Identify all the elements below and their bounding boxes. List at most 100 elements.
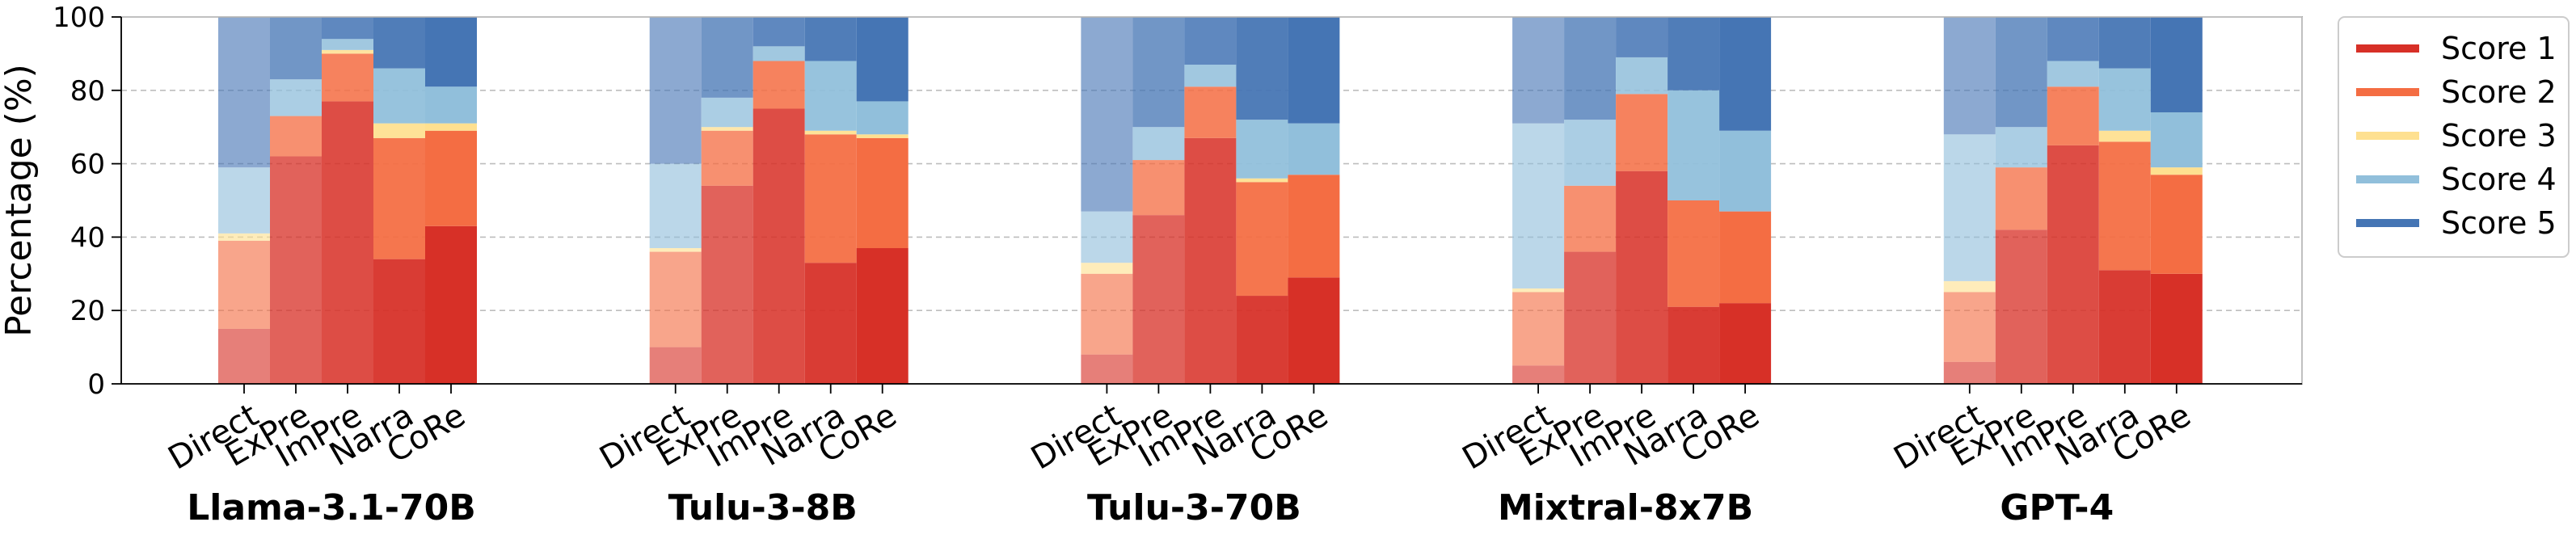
bar-segment-tulu-3-70b-direct-score-5: [1081, 17, 1133, 212]
legend-label: Score 5: [2441, 205, 2557, 241]
legend-label: Score 3: [2441, 118, 2557, 154]
bar-segment-tulu-3-70b-core-score-4: [1288, 123, 1340, 175]
bar-segment-mixtral-8x7b-expre-score-2: [1564, 185, 1617, 252]
bar-segment-tulu-3-8b-narra-score-4: [804, 61, 857, 131]
bar-segment-tulu-3-8b-expre-score-2: [701, 130, 753, 186]
bar-segment-mixtral-8x7b-narra-score-5: [1667, 17, 1720, 91]
bar-segment-tulu-3-70b-direct-score-4: [1081, 211, 1133, 263]
bar-group-llama-3-1-70b: [218, 17, 477, 385]
bar-segment-tulu-3-8b-impre-score-1: [753, 108, 805, 384]
bar-segment-gpt-4-core-score-2: [2150, 175, 2203, 274]
bar-segment-tulu-3-8b-narra-score-5: [804, 17, 857, 61]
bar-segment-tulu-3-8b-impre-score-4: [753, 46, 805, 61]
bar-segment-llama-3-1-70b-core-score-3: [425, 123, 477, 131]
bar-segment-tulu-3-8b-impre-score-2: [753, 61, 805, 109]
legend-item-score-4: Score 4: [2356, 162, 2557, 197]
bar-group-tulu-3-8b: [649, 17, 909, 384]
bar-segment-tulu-3-8b-core-score-4: [856, 101, 909, 135]
legend-label: Score 2: [2441, 74, 2557, 110]
bar-segment-mixtral-8x7b-expre-score-4: [1564, 120, 1617, 186]
bar-segment-mixtral-8x7b-core-score-4: [1719, 130, 1772, 212]
bar-segment-llama-3-1-70b-narra-score-5: [373, 17, 425, 69]
bar-segment-llama-3-1-70b-core-score-1: [425, 225, 477, 384]
bar-segment-mixtral-8x7b-direct-score-5: [1512, 17, 1565, 124]
bar-segment-mixtral-8x7b-expre-score-5: [1564, 17, 1617, 120]
bar-segment-tulu-3-70b-core-score-5: [1288, 17, 1340, 124]
bar-segment-gpt-4-direct-score-1: [1943, 361, 1996, 384]
legend-label: Score 1: [2441, 31, 2557, 66]
y-tick-label: 0: [87, 368, 105, 401]
bar-segment-tulu-3-8b-expre-score-4: [701, 97, 753, 128]
bar-segment-tulu-3-70b-core-score-2: [1288, 175, 1340, 278]
bar-segment-llama-3-1-70b-expre-score-1: [270, 156, 322, 384]
legend-label: Score 4: [2441, 162, 2557, 197]
y-axis-label: Percentage (%): [0, 64, 40, 337]
bar-segment-tulu-3-70b-direct-score-2: [1081, 273, 1133, 355]
bar-segment-llama-3-1-70b-impre-score-1: [322, 101, 373, 385]
bar-segment-llama-3-1-70b-impre-score-3: [322, 49, 373, 54]
bar-segment-tulu-3-70b-expre-score-2: [1132, 160, 1185, 216]
bar-segment-gpt-4-direct-score-2: [1943, 292, 1996, 362]
bar-segment-llama-3-1-70b-narra-score-1: [373, 259, 425, 384]
bar-segment-tulu-3-8b-expre-score-5: [701, 17, 753, 98]
bar-segment-gpt-4-expre-score-2: [1995, 167, 2047, 230]
bar-segment-gpt-4-narra-score-3: [2098, 130, 2151, 142]
bar-segment-gpt-4-impre-score-4: [2047, 61, 2099, 87]
bar-segment-llama-3-1-70b-narra-score-3: [373, 123, 425, 138]
bar-segment-mixtral-8x7b-core-score-1: [1719, 303, 1772, 384]
y-tick-label: 100: [53, 2, 105, 34]
bar-segment-tulu-3-8b-direct-score-2: [649, 251, 702, 347]
bar-segment-tulu-3-8b-core-score-3: [856, 134, 909, 138]
bar-segment-gpt-4-direct-score-5: [1943, 17, 1996, 135]
bar-segment-tulu-3-8b-direct-score-3: [649, 248, 702, 252]
bar-segment-tulu-3-8b-direct-score-1: [649, 347, 702, 384]
bar-segment-mixtral-8x7b-impre-score-1: [1616, 171, 1668, 384]
bar-segment-llama-3-1-70b-direct-score-1: [218, 328, 270, 384]
bar-segment-gpt-4-core-score-1: [2150, 273, 2203, 384]
bar-segment-tulu-3-70b-narra-score-1: [1236, 296, 1288, 384]
bar-segment-llama-3-1-70b-narra-score-4: [373, 68, 425, 124]
y-tick-label: 20: [70, 295, 105, 327]
bar-segment-gpt-4-core-score-4: [2150, 112, 2203, 168]
bar-segment-tulu-3-8b-expre-score-3: [701, 127, 753, 131]
bar-segment-gpt-4-core-score-3: [2150, 167, 2203, 175]
bar-segment-tulu-3-70b-impre-score-2: [1184, 86, 1237, 138]
bar-group-mixtral-8x7b: [1512, 17, 1772, 384]
bar-segment-mixtral-8x7b-direct-score-4: [1512, 123, 1565, 288]
bar-segment-tulu-3-8b-direct-score-4: [649, 163, 702, 249]
bar-segment-tulu-3-8b-impre-score-5: [753, 17, 805, 47]
legend-item-score-3: Score 3: [2356, 118, 2557, 154]
bar-segment-mixtral-8x7b-impre-score-4: [1616, 57, 1668, 95]
bar-segment-mixtral-8x7b-core-score-5: [1719, 17, 1772, 131]
bar-segment-llama-3-1-70b-expre-score-4: [270, 79, 322, 116]
bar-segment-llama-3-1-70b-core-score-2: [425, 130, 477, 226]
bar-segment-tulu-3-8b-direct-score-5: [649, 17, 702, 164]
bar-segment-llama-3-1-70b-expre-score-5: [270, 17, 322, 80]
bar-segment-tulu-3-70b-expre-score-4: [1132, 127, 1185, 161]
bar-segment-tulu-3-8b-narra-score-1: [804, 263, 857, 384]
x-axis-labels: DirectExPreImPreNarraCoReLlama-3.1-70BDi…: [162, 384, 2197, 528]
bar-segment-tulu-3-8b-core-score-2: [856, 137, 909, 249]
bar-segment-llama-3-1-70b-direct-score-2: [218, 240, 270, 329]
bar-segment-tulu-3-70b-expre-score-5: [1132, 17, 1185, 128]
bar-group-gpt-4: [1943, 17, 2203, 384]
bar-segment-gpt-4-narra-score-4: [2098, 68, 2151, 131]
bar-segment-tulu-3-8b-narra-score-3: [804, 130, 857, 135]
bar-segment-mixtral-8x7b-narra-score-4: [1667, 90, 1720, 200]
bar-segment-llama-3-1-70b-impre-score-4: [322, 39, 373, 50]
bar-segment-gpt-4-impre-score-1: [2047, 145, 2099, 384]
bar-segment-tulu-3-8b-core-score-1: [856, 248, 909, 384]
y-tick-label: 40: [70, 221, 105, 254]
bar-segment-gpt-4-impre-score-2: [2047, 86, 2099, 145]
y-tick-label: 60: [70, 149, 105, 181]
bar-segment-llama-3-1-70b-direct-score-5: [218, 17, 270, 168]
bar-segment-llama-3-1-70b-impre-score-2: [322, 53, 373, 102]
legend-box: [2338, 16, 2570, 258]
bar-segment-mixtral-8x7b-narra-score-2: [1667, 200, 1720, 307]
bar-segment-gpt-4-impre-score-5: [2047, 17, 2099, 61]
axes: 0 20 40 60 80 100: [53, 2, 2303, 401]
bar-segment-gpt-4-core-score-5: [2150, 17, 2203, 113]
bar-segment-mixtral-8x7b-impre-score-5: [1616, 17, 1668, 57]
